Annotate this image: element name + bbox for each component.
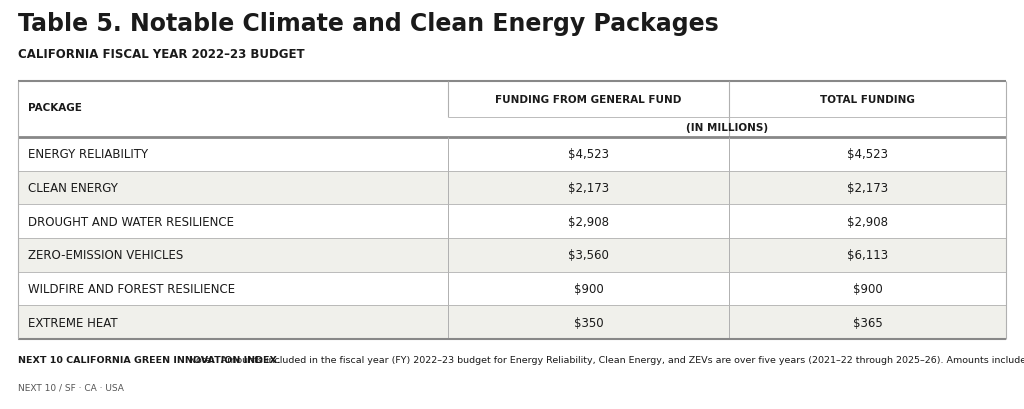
Bar: [18, 238, 1006, 272]
Bar: [18, 118, 1006, 138]
Text: Table 5. Notable Climate and Clean Energy Packages: Table 5. Notable Climate and Clean Energ…: [18, 12, 719, 36]
Text: $900: $900: [853, 282, 883, 295]
Text: $2,173: $2,173: [847, 182, 888, 195]
Text: DROUGHT AND WATER RESILIENCE: DROUGHT AND WATER RESILIENCE: [28, 215, 234, 228]
Bar: [18, 272, 1006, 306]
Text: WILDFIRE AND FOREST RESILIENCE: WILDFIRE AND FOREST RESILIENCE: [28, 282, 236, 295]
Text: $2,908: $2,908: [568, 215, 609, 228]
Text: CALIFORNIA FISCAL YEAR 2022–23 BUDGET: CALIFORNIA FISCAL YEAR 2022–23 BUDGET: [18, 48, 304, 61]
Text: $4,523: $4,523: [568, 148, 609, 161]
Text: $4,523: $4,523: [847, 148, 888, 161]
Bar: [18, 82, 1006, 118]
Bar: [18, 205, 1006, 238]
Text: EXTREME HEAT: EXTREME HEAT: [28, 316, 118, 329]
Bar: [18, 306, 1006, 339]
Text: Note:  Amounts included in the fiscal year (FY) 2022–23 budget for Energy Reliab: Note: Amounts included in the fiscal yea…: [186, 355, 1024, 364]
Text: $6,113: $6,113: [847, 249, 888, 262]
Text: ENERGY RELIABILITY: ENERGY RELIABILITY: [28, 148, 148, 161]
Text: $365: $365: [853, 316, 883, 329]
Text: $3,560: $3,560: [568, 249, 609, 262]
Text: CLEAN ENERGY: CLEAN ENERGY: [28, 182, 118, 195]
Bar: [18, 138, 1006, 171]
Text: $2,908: $2,908: [847, 215, 888, 228]
Text: NEXT 10 CALIFORNIA GREEN INNOVATION INDEX.: NEXT 10 CALIFORNIA GREEN INNOVATION INDE…: [18, 355, 281, 364]
Text: ZERO-EMISSION VEHICLES: ZERO-EMISSION VEHICLES: [28, 249, 183, 262]
Text: $900: $900: [573, 282, 603, 295]
Bar: [18, 171, 1006, 205]
Text: PACKAGE: PACKAGE: [28, 103, 82, 113]
Text: TOTAL FUNDING: TOTAL FUNDING: [820, 95, 915, 105]
Text: NEXT 10 / SF · CA · USA: NEXT 10 / SF · CA · USA: [18, 383, 124, 392]
Text: $350: $350: [573, 316, 603, 329]
Text: FUNDING FROM GENERAL FUND: FUNDING FROM GENERAL FUND: [496, 95, 682, 105]
Text: (IN MILLIONS): (IN MILLIONS): [686, 123, 768, 133]
Text: $2,173: $2,173: [568, 182, 609, 195]
